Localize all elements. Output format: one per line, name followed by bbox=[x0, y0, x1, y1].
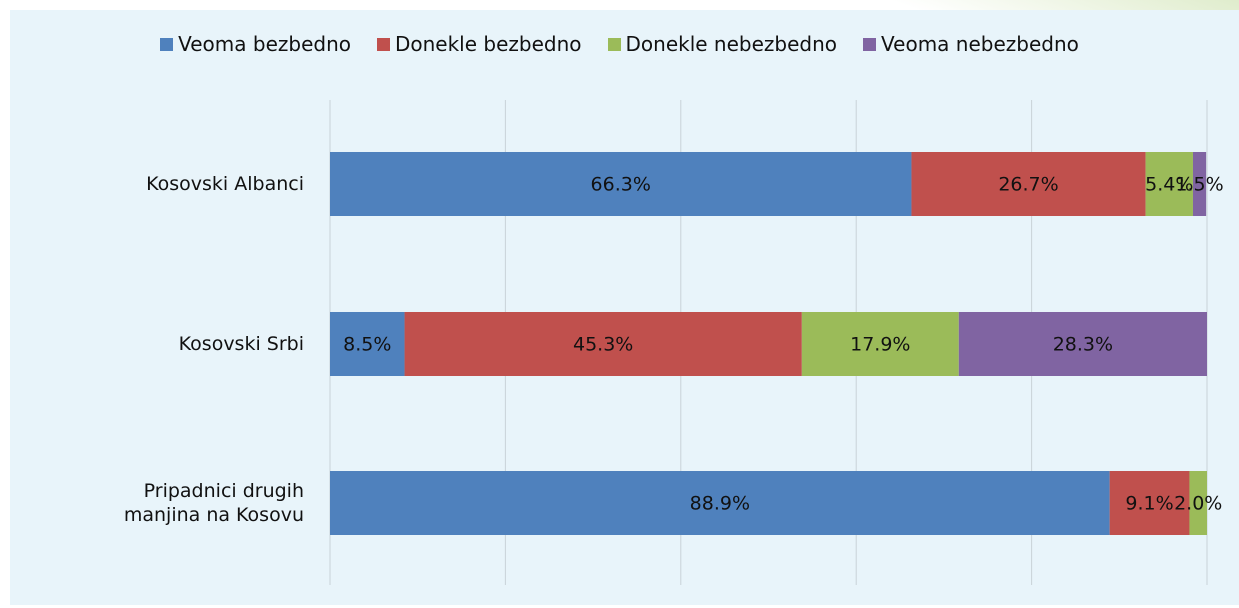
legend-label: Donekle nebezbedno bbox=[625, 32, 838, 56]
data-label: 28.3% bbox=[1053, 334, 1113, 356]
legend-swatch bbox=[607, 37, 621, 51]
category-label: Pripadnici drugih manjina na Kosovu bbox=[123, 480, 304, 526]
bar-segment bbox=[330, 152, 912, 216]
legend-swatch bbox=[160, 37, 174, 51]
bar-segment bbox=[1192, 152, 1207, 216]
bar-segment bbox=[911, 152, 1146, 216]
data-label: 8.5% bbox=[343, 334, 391, 356]
data-label: 9.1% bbox=[1125, 493, 1173, 515]
data-label: 1.5% bbox=[1175, 174, 1223, 196]
legend-item: Veoma nebezbedno bbox=[863, 32, 1079, 56]
legend-swatch bbox=[376, 37, 390, 51]
legend-item: Donekle bezbedno bbox=[376, 32, 582, 56]
bar-segment bbox=[801, 312, 959, 376]
category-label: Kosovski Albanci bbox=[146, 173, 304, 195]
legend-label: Veoma bezbedno bbox=[178, 32, 351, 56]
data-label: 26.7% bbox=[998, 174, 1058, 196]
legend-label: Donekle bezbedno bbox=[394, 32, 582, 56]
data-label: 88.9% bbox=[690, 493, 750, 515]
category-label: Kosovski Srbi bbox=[178, 333, 304, 355]
bar-segment bbox=[1145, 152, 1193, 216]
data-label: 5.4% bbox=[1145, 174, 1193, 196]
legend: Veoma bezbedno Donekle bezbedno Donekle ne… bbox=[0, 32, 1239, 56]
data-label: 17.9% bbox=[850, 334, 910, 356]
data-label: 66.3% bbox=[591, 174, 651, 196]
legend-label: Veoma nebezbedno bbox=[881, 32, 1079, 56]
bar-segment bbox=[1109, 471, 1190, 535]
legend-item: Donekle nebezbedno bbox=[607, 32, 838, 56]
bar-segment bbox=[330, 312, 405, 376]
data-label: 2.0% bbox=[1174, 493, 1222, 515]
bar-segment bbox=[404, 312, 802, 376]
legend-item: Veoma bezbedno bbox=[160, 32, 351, 56]
bar-segment bbox=[1189, 471, 1207, 535]
bar-segment bbox=[958, 312, 1207, 376]
bar-segment bbox=[330, 471, 1110, 535]
legend-swatch bbox=[863, 37, 877, 51]
data-label: 45.3% bbox=[573, 334, 633, 356]
